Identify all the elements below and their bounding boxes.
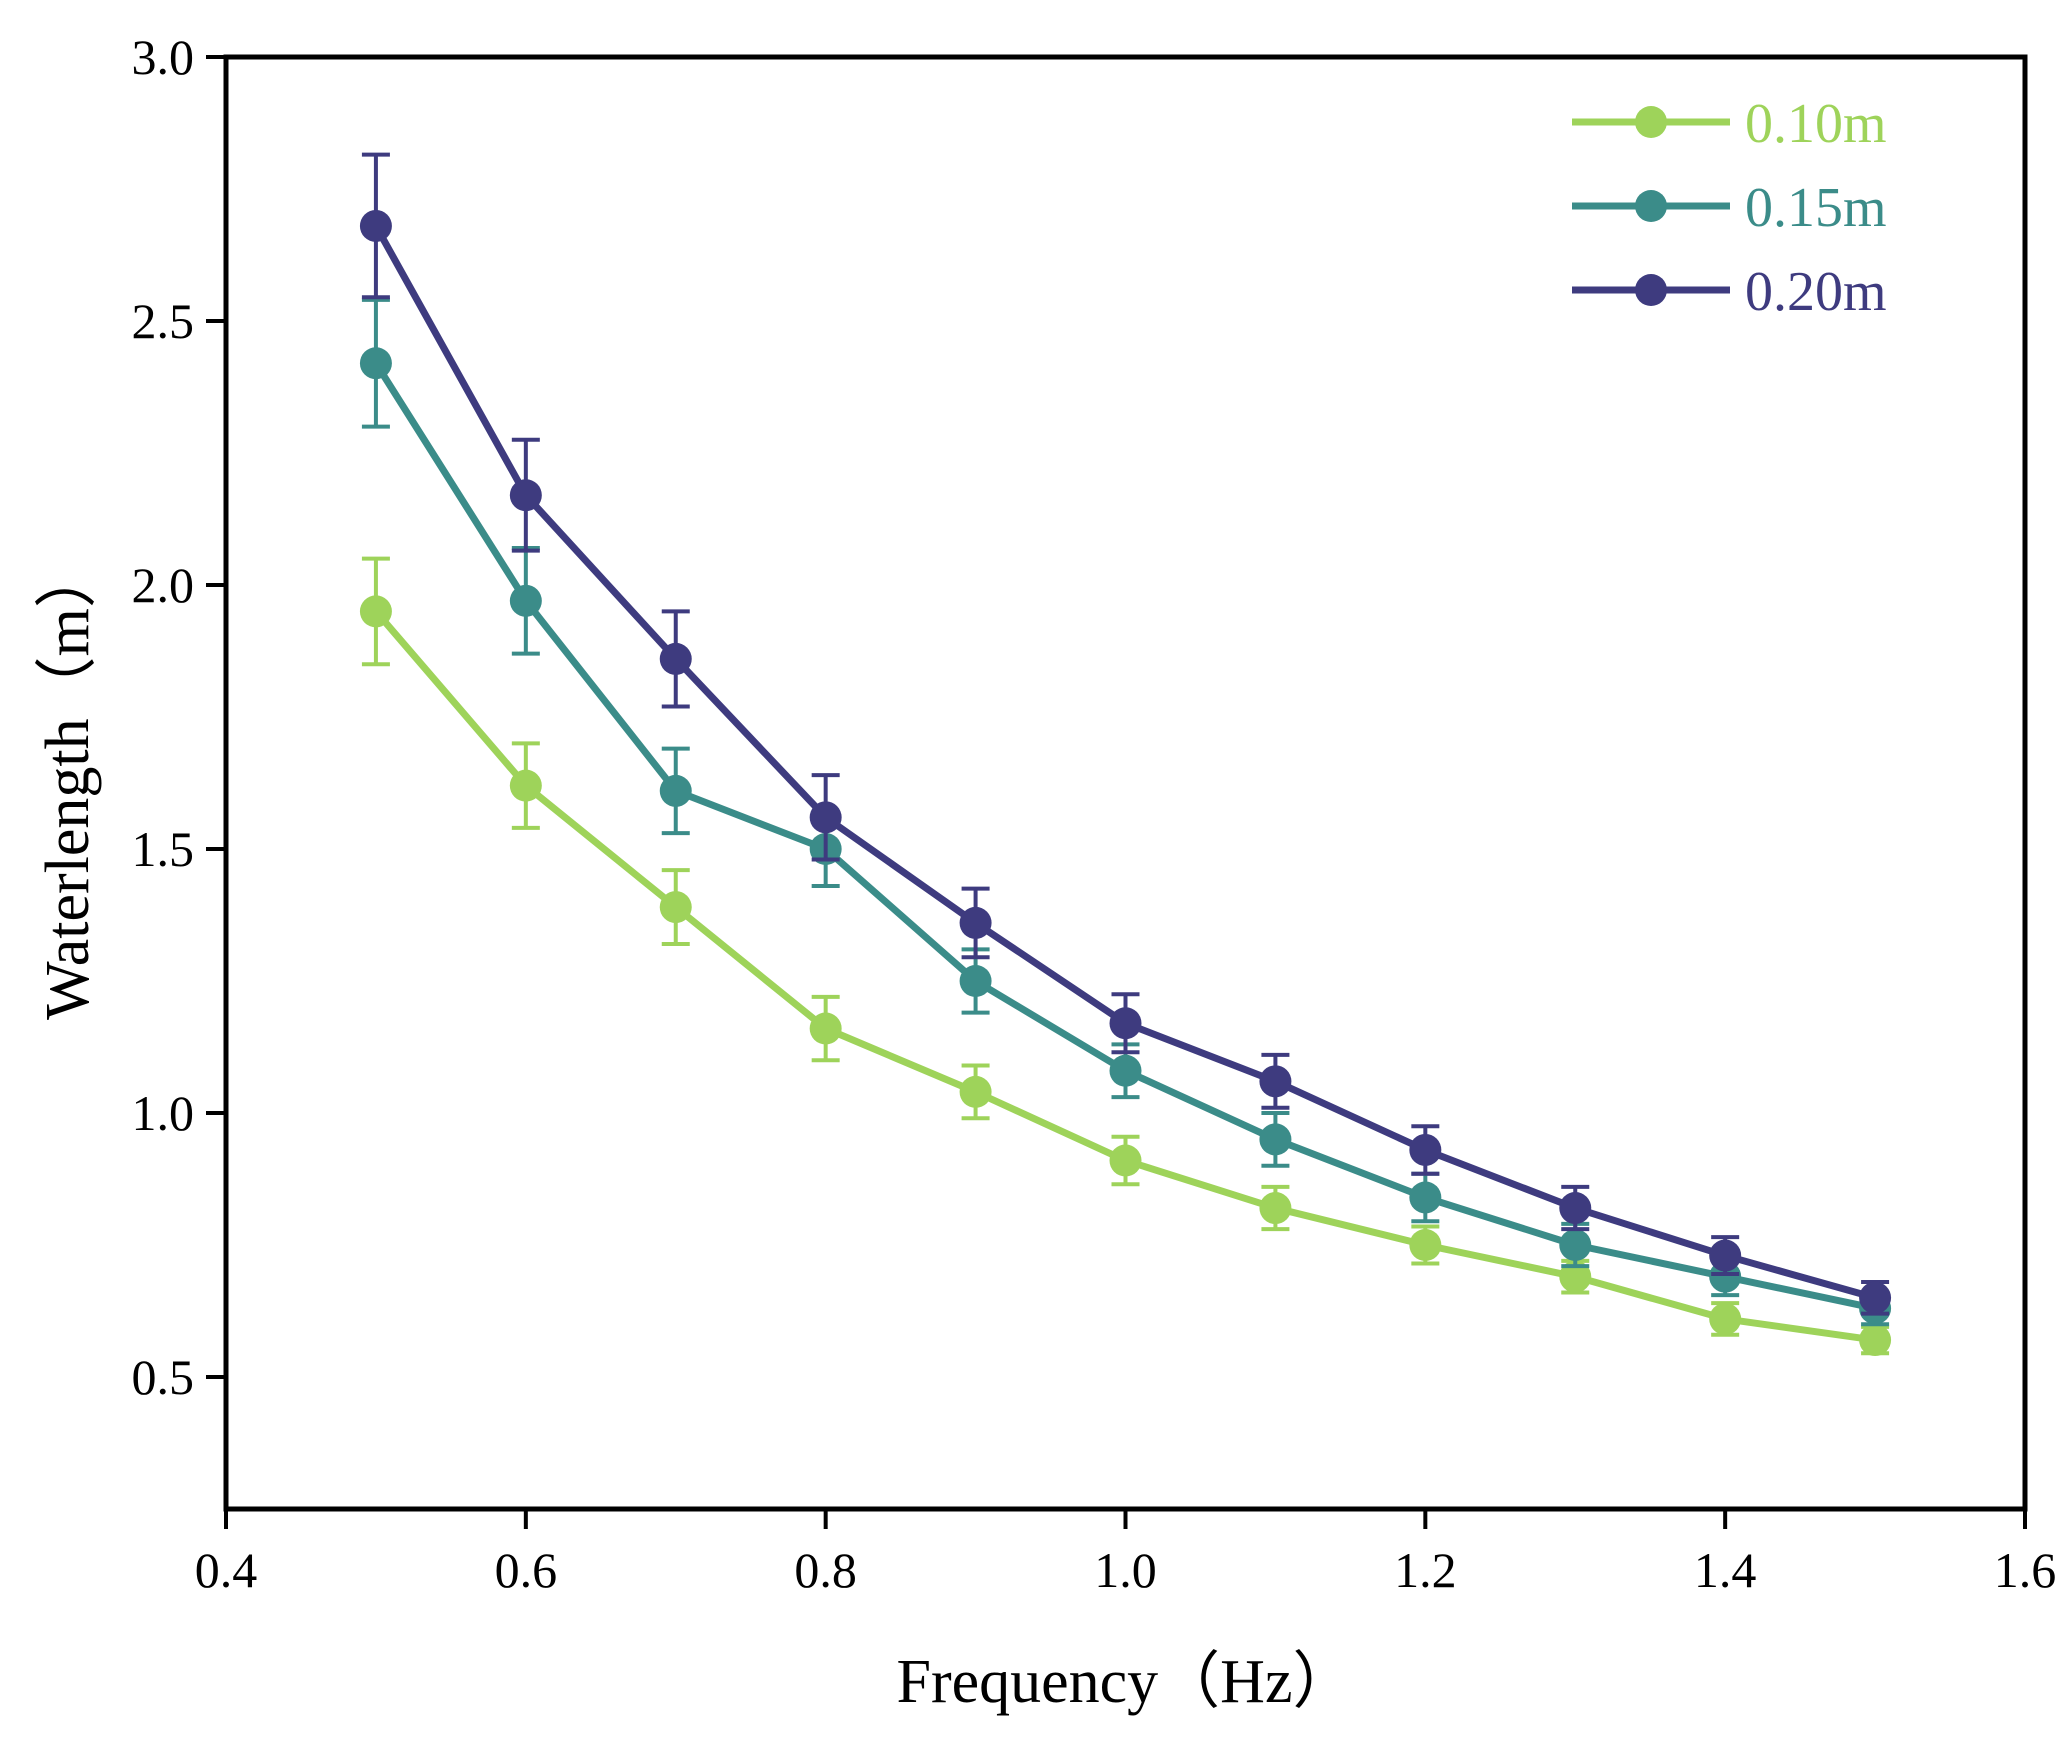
data-point	[1709, 1302, 1742, 1335]
data-point	[359, 347, 392, 380]
series-layer	[359, 152, 1892, 1357]
data-point	[959, 1075, 992, 1108]
legend-marker	[1635, 106, 1667, 138]
data-point	[1259, 1065, 1292, 1098]
data-point	[1259, 1123, 1292, 1156]
data-point	[1409, 1229, 1442, 1261]
y-axis-label: Waterlength（m）	[34, 546, 102, 1020]
data-point	[509, 479, 542, 512]
legend-item: 0.20m	[1572, 261, 1887, 323]
data-point	[1109, 1144, 1142, 1177]
legend-label: 0.20m	[1745, 261, 1887, 323]
x-tick-label: 0.4	[195, 1542, 258, 1598]
legend-marker	[1635, 274, 1667, 306]
ticks-layer: 0.4 0.6 0.8 1.0 1.2 1.4 1.6 0.5 1.0 1.5 2.0 2.5 3.0	[132, 29, 2057, 1598]
data-point	[1559, 1192, 1592, 1225]
y-tick-label: 0.5	[132, 1349, 195, 1405]
y-tick-label: 1.5	[132, 821, 195, 877]
data-point	[359, 595, 392, 628]
data-point	[809, 1012, 842, 1045]
series-0.20m	[359, 152, 1892, 1316]
data-point	[509, 584, 542, 617]
data-point	[1259, 1192, 1292, 1225]
x-tick-label: 0.8	[794, 1542, 857, 1598]
data-point	[1859, 1281, 1892, 1314]
series-0.10m	[359, 556, 1892, 1357]
data-point	[659, 642, 692, 675]
data-point	[809, 801, 842, 834]
y-tick-label: 3.0	[132, 29, 195, 85]
x-tick-label: 1.4	[1694, 1542, 1757, 1598]
data-point	[659, 891, 692, 924]
legend: 0.10m 0.15m 0.20m	[1572, 93, 1887, 323]
y-tick-label: 2.0	[132, 557, 195, 613]
data-point	[1859, 1324, 1892, 1357]
legend-label: 0.15m	[1745, 177, 1887, 239]
legend-item: 0.15m	[1572, 177, 1887, 239]
x-tick-label: 0.6	[495, 1542, 558, 1598]
x-axis-label: Frequency（Hz）	[897, 1648, 1355, 1716]
data-point	[959, 906, 992, 939]
data-point	[1109, 1007, 1142, 1040]
data-point	[359, 209, 392, 242]
x-tick-label: 1.2	[1394, 1542, 1457, 1598]
y-tick-label: 2.5	[132, 293, 195, 349]
x-tick-label: 1.0	[1094, 1542, 1157, 1598]
y-tick-label: 1.0	[132, 1085, 195, 1141]
data-point	[1559, 1260, 1592, 1293]
legend-marker	[1635, 190, 1667, 222]
data-point	[1409, 1181, 1442, 1214]
data-point	[1559, 1229, 1592, 1261]
legend-item: 0.10m	[1572, 93, 1887, 155]
x-tick-label: 1.6	[1994, 1542, 2057, 1598]
data-point	[1709, 1239, 1742, 1272]
data-point	[659, 774, 692, 807]
legend-label: 0.10m	[1745, 93, 1887, 155]
data-point	[959, 965, 992, 997]
data-point	[1109, 1054, 1142, 1087]
data-point	[509, 769, 542, 802]
data-point	[1409, 1133, 1442, 1166]
